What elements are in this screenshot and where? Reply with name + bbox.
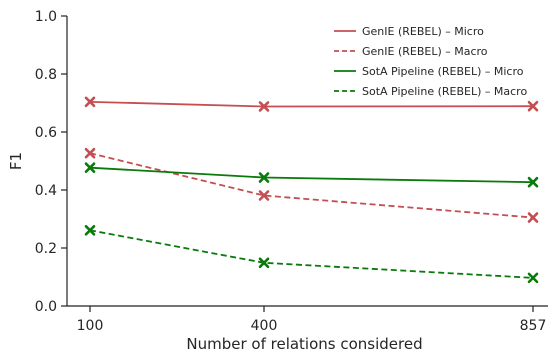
data-point-marker <box>258 101 270 112</box>
y-axis-title: F1 <box>7 152 25 170</box>
x-axis: 100 400 857 <box>67 305 548 334</box>
data-point-marker <box>527 176 539 188</box>
y-axis: 0.0 0.2 0.4 0.6 0.8 1.0 <box>35 9 68 315</box>
data-point-marker <box>84 162 96 173</box>
legend-entry-label: SotA Pipeline (REBEL) – Macro <box>362 85 527 98</box>
data-point-marker <box>84 225 96 236</box>
data-point-marker <box>258 257 270 269</box>
data-point-marker <box>527 272 539 284</box>
marker-stroke <box>258 101 270 112</box>
marker-stroke <box>527 100 539 112</box>
data-point-marker <box>258 190 270 201</box>
x-tick-label: 100 <box>77 318 104 334</box>
y-tick-label: 0.4 <box>35 183 57 199</box>
y-tick-label: 0.0 <box>35 299 57 315</box>
data-point-marker <box>258 172 270 183</box>
legend: GenIE (REBEL) – Micro GenIE (REBEL) – Mac… <box>334 25 527 98</box>
series-layer <box>84 96 539 284</box>
marker-stroke <box>258 172 270 183</box>
y-tick-label: 0.6 <box>35 125 57 141</box>
series-3 <box>84 162 539 188</box>
x-tick-label: 400 <box>251 318 278 334</box>
marker-stroke <box>527 272 539 284</box>
y-tick-label: 0.8 <box>35 67 57 83</box>
x-tick-label: 857 <box>520 318 547 334</box>
y-tick-label: 1.0 <box>35 9 57 25</box>
legend-entry-label: GenIE (REBEL) – Micro <box>362 25 484 38</box>
series-line <box>89 100 534 108</box>
series-4 <box>84 225 539 284</box>
series-2 <box>84 147 539 223</box>
marker-stroke <box>84 96 96 108</box>
marker-stroke <box>84 162 96 173</box>
x-axis-title: Number of relations considered <box>186 335 422 353</box>
data-point-marker <box>527 212 539 223</box>
marker-stroke <box>527 176 539 188</box>
marker-stroke <box>258 190 270 201</box>
marker-stroke <box>527 212 539 223</box>
legend-entry-label: GenIE (REBEL) – Macro <box>362 45 488 58</box>
data-point-marker <box>84 147 96 159</box>
marker-stroke <box>258 257 270 269</box>
marker-stroke <box>84 225 96 236</box>
y-tick-label: 0.2 <box>35 241 57 257</box>
marker-stroke <box>84 147 96 159</box>
legend-entry-label: SotA Pipeline (REBEL) – Micro <box>362 65 524 78</box>
series-1 <box>84 96 539 112</box>
data-point-marker <box>527 100 539 112</box>
series-line <box>89 152 534 219</box>
data-point-marker <box>84 96 96 108</box>
series-line <box>89 229 534 279</box>
